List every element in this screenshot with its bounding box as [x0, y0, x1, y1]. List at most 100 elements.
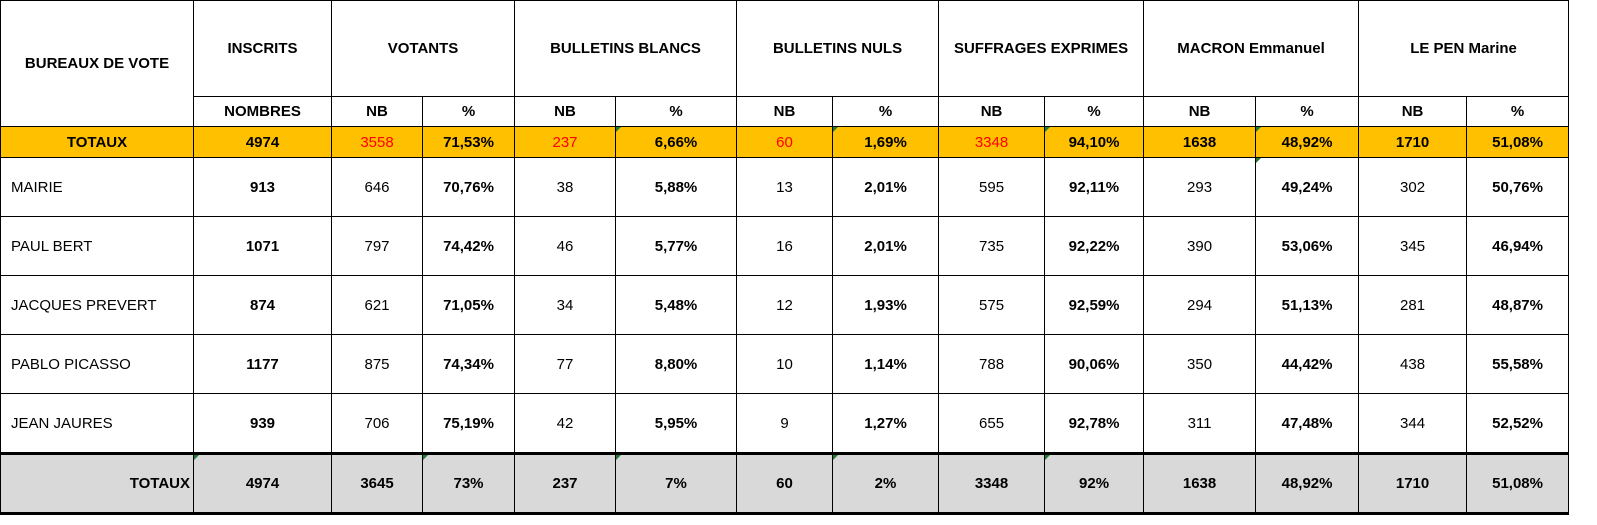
bureau-lepen-nb[interactable]: 281	[1358, 275, 1468, 335]
bureau-blancs-nb[interactable]: 77	[514, 334, 616, 394]
subheader-cell[interactable]: NB	[1358, 96, 1468, 127]
totals-top-nuls-nb[interactable]: 60	[736, 126, 834, 158]
totals-bottom-nuls-pct[interactable]: 2%	[832, 452, 940, 515]
bureau-nuls-pct[interactable]: 1,93%	[832, 275, 940, 335]
subheader-cell[interactable]: %	[832, 96, 940, 127]
bureau-votants-nb[interactable]: 646	[331, 157, 423, 217]
header-bureaux-de-vote[interactable]: BUREAUX DE VOTE	[0, 0, 194, 127]
bureau-exprimes-nb[interactable]: 735	[938, 216, 1046, 276]
totals-bottom-blancs-pct[interactable]: 7%	[614, 452, 738, 515]
bureau-votants-pct[interactable]: 75,19%	[422, 393, 515, 454]
subheader-cell[interactable]: NB	[938, 96, 1046, 127]
bureau-exprimes-pct[interactable]: 92,11%	[1044, 157, 1145, 217]
bureau-blancs-nb[interactable]: 38	[514, 157, 616, 217]
totals-bottom-nuls-nb[interactable]: 60	[736, 452, 834, 515]
bureau-nuls-nb[interactable]: 16	[736, 216, 834, 276]
bureau-inscrits[interactable]: 939	[193, 393, 332, 454]
bureau-blancs-pct[interactable]: 5,77%	[614, 216, 738, 276]
subheader-cell[interactable]: NOMBRES	[193, 96, 332, 127]
bureau-votants-nb[interactable]: 875	[331, 334, 423, 394]
bureau-nuls-pct[interactable]: 1,27%	[832, 393, 940, 454]
bureau-inscrits[interactable]: 1177	[193, 334, 332, 394]
bureau-blancs-nb[interactable]: 34	[514, 275, 616, 335]
header-inscrits[interactable]: INSCRITS	[193, 0, 332, 97]
totals-bottom-blancs-nb[interactable]: 237	[514, 452, 616, 515]
bureau-macron-nb[interactable]: 350	[1143, 334, 1257, 394]
bureau-exprimes-pct[interactable]: 92,22%	[1044, 216, 1145, 276]
bureau-lepen-nb[interactable]: 302	[1358, 157, 1468, 217]
bureau-name[interactable]: JEAN JAURES	[0, 393, 194, 454]
totals-bottom-inscrits[interactable]: 4974	[193, 452, 332, 515]
bureau-name[interactable]: PABLO PICASSO	[0, 334, 194, 394]
bureau-name[interactable]: JACQUES PREVERT	[0, 275, 194, 335]
bureau-lepen-nb[interactable]: 438	[1358, 334, 1468, 394]
totals-top-nuls-pct[interactable]: 1,69%	[832, 126, 940, 158]
totals-top-exprimes-nb[interactable]: 3348	[938, 126, 1046, 158]
subheader-cell[interactable]: NB	[331, 96, 423, 127]
totals-bottom-votants-pct[interactable]: 73%	[422, 452, 515, 515]
bureau-macron-nb[interactable]: 293	[1143, 157, 1257, 217]
bureau-lepen-pct[interactable]: 50,76%	[1466, 157, 1570, 217]
header-bulletins-blancs[interactable]: BULLETINS BLANCS	[513, 0, 738, 97]
bureau-macron-pct[interactable]: 51,13%	[1255, 275, 1360, 335]
totals-top-blancs-pct[interactable]: 6,66%	[614, 126, 738, 158]
bureau-votants-nb[interactable]: 706	[331, 393, 423, 454]
totals-bottom-lepen-pct[interactable]: 51,08%	[1466, 452, 1570, 515]
subheader-cell[interactable]: %	[614, 96, 738, 127]
totals-top-lepen-pct[interactable]: 51,08%	[1466, 126, 1570, 158]
bureau-votants-pct[interactable]: 74,42%	[422, 216, 515, 276]
bureau-macron-pct[interactable]: 49,24%	[1255, 157, 1360, 217]
bureau-name[interactable]: PAUL BERT	[0, 216, 194, 276]
totals-top-inscrits[interactable]: 4974	[193, 126, 332, 158]
bureau-exprimes-nb[interactable]: 788	[938, 334, 1046, 394]
bureau-name[interactable]: MAIRIE	[0, 157, 194, 217]
bureau-blancs-pct[interactable]: 5,48%	[614, 275, 738, 335]
subheader-cell[interactable]: %	[1255, 96, 1360, 127]
bureau-nuls-nb[interactable]: 12	[736, 275, 834, 335]
totals-bottom-macron-pct[interactable]: 48,92%	[1255, 452, 1360, 515]
bureau-nuls-pct[interactable]: 1,14%	[832, 334, 940, 394]
bureau-macron-pct[interactable]: 47,48%	[1255, 393, 1360, 454]
bureau-votants-pct[interactable]: 70,76%	[422, 157, 515, 217]
bureau-lepen-nb[interactable]: 344	[1358, 393, 1468, 454]
bureau-nuls-nb[interactable]: 9	[736, 393, 834, 454]
bureau-nuls-pct[interactable]: 2,01%	[832, 157, 940, 217]
bureau-macron-nb[interactable]: 311	[1143, 393, 1257, 454]
header-macron[interactable]: MACRON Emmanuel	[1143, 0, 1360, 97]
bureau-lepen-pct[interactable]: 52,52%	[1466, 393, 1570, 454]
totals-top-label[interactable]: TOTAUX	[0, 126, 194, 158]
bureau-votants-pct[interactable]: 71,05%	[422, 275, 515, 335]
bureau-nuls-pct[interactable]: 2,01%	[832, 216, 940, 276]
totals-bottom-lepen-nb[interactable]: 1710	[1358, 452, 1468, 515]
bureau-exprimes-nb[interactable]: 575	[938, 275, 1046, 335]
totals-top-votants-nb[interactable]: 3558	[331, 126, 423, 158]
totals-top-macron-pct[interactable]: 48,92%	[1255, 126, 1360, 158]
bureau-lepen-pct[interactable]: 46,94%	[1466, 216, 1570, 276]
bureau-lepen-nb[interactable]: 345	[1358, 216, 1468, 276]
totals-bottom-exprimes-nb[interactable]: 3348	[938, 452, 1046, 515]
bureau-macron-pct[interactable]: 53,06%	[1255, 216, 1360, 276]
bureau-blancs-pct[interactable]: 5,88%	[614, 157, 738, 217]
header-bulletins-nuls[interactable]: BULLETINS NULS	[736, 0, 940, 97]
bureau-exprimes-nb[interactable]: 655	[938, 393, 1046, 454]
subheader-cell[interactable]: NB	[736, 96, 834, 127]
bureau-macron-pct[interactable]: 44,42%	[1255, 334, 1360, 394]
subheader-cell[interactable]: %	[1466, 96, 1570, 127]
bureau-macron-nb[interactable]: 390	[1143, 216, 1257, 276]
bureau-inscrits[interactable]: 913	[193, 157, 332, 217]
bureau-lepen-pct[interactable]: 55,58%	[1466, 334, 1570, 394]
subheader-cell[interactable]: %	[422, 96, 515, 127]
bureau-exprimes-nb[interactable]: 595	[938, 157, 1046, 217]
bureau-exprimes-pct[interactable]: 92,78%	[1044, 393, 1145, 454]
bureau-exprimes-pct[interactable]: 92,59%	[1044, 275, 1145, 335]
header-le-pen[interactable]: LE PEN Marine	[1358, 0, 1570, 97]
bureau-inscrits[interactable]: 874	[193, 275, 332, 335]
totals-top-votants-pct[interactable]: 71,53%	[422, 126, 515, 158]
bureau-votants-nb[interactable]: 621	[331, 275, 423, 335]
header-votants[interactable]: VOTANTS	[331, 0, 515, 97]
bureau-blancs-nb[interactable]: 46	[514, 216, 616, 276]
totals-bottom-label[interactable]: TOTAUX	[0, 452, 194, 515]
totals-top-macron-nb[interactable]: 1638	[1143, 126, 1257, 158]
subheader-cell[interactable]: NB	[514, 96, 616, 127]
bureau-macron-nb[interactable]: 294	[1143, 275, 1257, 335]
